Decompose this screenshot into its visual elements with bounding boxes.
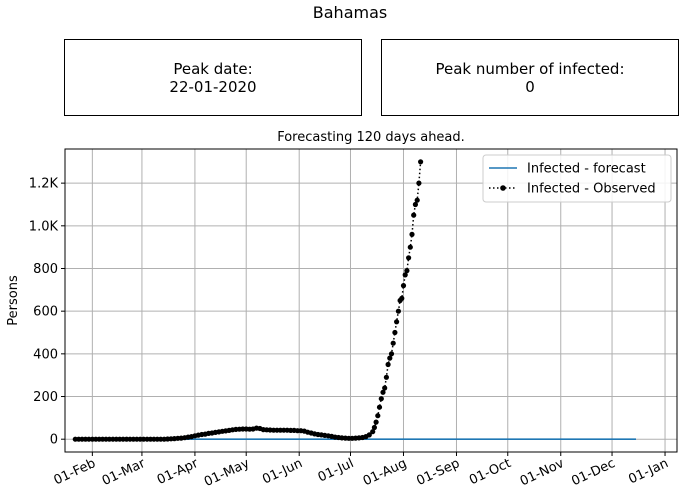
observed-point xyxy=(411,212,417,218)
observed-point xyxy=(418,159,424,165)
figure-title: Bahamas xyxy=(312,3,388,22)
x-tick-label: 01-Oct xyxy=(467,456,513,488)
peak-date-label: Peak date: xyxy=(173,59,253,78)
observed-point xyxy=(400,283,407,289)
peak-number-box: Peak number of infected: 0 xyxy=(381,39,679,116)
x-tick-label: 01-Dec xyxy=(569,456,617,489)
observed-point xyxy=(371,424,377,431)
observed-point xyxy=(412,201,418,208)
peak-number-value: 0 xyxy=(525,77,535,96)
observed-point xyxy=(392,329,398,336)
x-tick-label: 01-Aug xyxy=(361,456,409,489)
observed-point xyxy=(385,361,391,368)
observed-point xyxy=(409,231,415,237)
observed-point xyxy=(380,389,386,395)
observed-point xyxy=(402,272,408,278)
x-tick-label: 01-Nov xyxy=(518,456,567,489)
observed-point xyxy=(416,180,422,186)
observed-point xyxy=(376,404,383,410)
legend: Infected - forecast Infected - Observed xyxy=(482,154,672,203)
y-tick-label: 400 xyxy=(33,347,58,362)
legend-marker-observed xyxy=(500,185,506,191)
y-tick-label: 200 xyxy=(33,390,58,405)
y-axis-label: Persons xyxy=(6,275,21,326)
observed-point xyxy=(388,351,395,357)
y-tick-label: 800 xyxy=(33,262,58,277)
observed-point xyxy=(383,374,389,380)
observed-point xyxy=(378,396,384,402)
peak-date-value: 22-01-2020 xyxy=(169,77,257,96)
observed-point xyxy=(399,295,405,301)
x-tick-label: 01-Apr xyxy=(155,456,201,488)
series-layer xyxy=(72,159,636,442)
observed-point xyxy=(373,419,379,425)
legend-label: Infected - forecast xyxy=(527,162,646,177)
observed-point xyxy=(414,197,420,203)
y-tick-label: 600 xyxy=(33,305,58,320)
observed-point xyxy=(382,385,388,391)
y-tick-label: 1.2K xyxy=(29,177,59,192)
legend-label: Infected - Observed xyxy=(527,182,656,197)
observed-point xyxy=(407,244,413,250)
chart-title: Forecasting 120 days ahead. xyxy=(277,130,465,145)
x-tick-label: 01-May xyxy=(202,456,252,490)
observed-point xyxy=(404,268,410,274)
observed-point xyxy=(390,340,396,346)
peak-number-label: Peak number of infected: xyxy=(435,59,625,78)
observed-point xyxy=(394,319,400,325)
x-tick-label: 01-Jan xyxy=(626,456,670,487)
x-tick-label: 01-Feb xyxy=(52,456,98,488)
observed-point xyxy=(406,255,412,261)
observed-line xyxy=(75,161,422,440)
x-tick-label: 01-Sep xyxy=(414,456,462,489)
y-tick-label: 1.0K xyxy=(29,219,59,234)
x-tick-label: 01-Jul xyxy=(316,456,356,486)
observed-point xyxy=(366,432,372,438)
plot-frame xyxy=(64,148,678,453)
observed-point xyxy=(395,308,401,314)
y-axis-ticks: 0 200 400 600 800 1.0K 1.2K xyxy=(29,177,65,448)
legend-box xyxy=(482,154,672,203)
observed-point xyxy=(387,355,393,361)
observed-point xyxy=(375,413,381,419)
grid-lines xyxy=(65,149,677,452)
peak-date-box: Peak date: 22-01-2020 xyxy=(64,39,362,116)
x-tick-label: 01-Mar xyxy=(100,456,148,489)
x-tick-label: 01-Jun xyxy=(260,456,305,487)
x-axis-ticks: 01-Feb 01-Mar 01-Apr 01-May 01-Jun 01-Jul 01-A… xyxy=(52,452,671,490)
observed-point xyxy=(370,429,376,435)
y-tick-label: 0 xyxy=(50,433,58,448)
